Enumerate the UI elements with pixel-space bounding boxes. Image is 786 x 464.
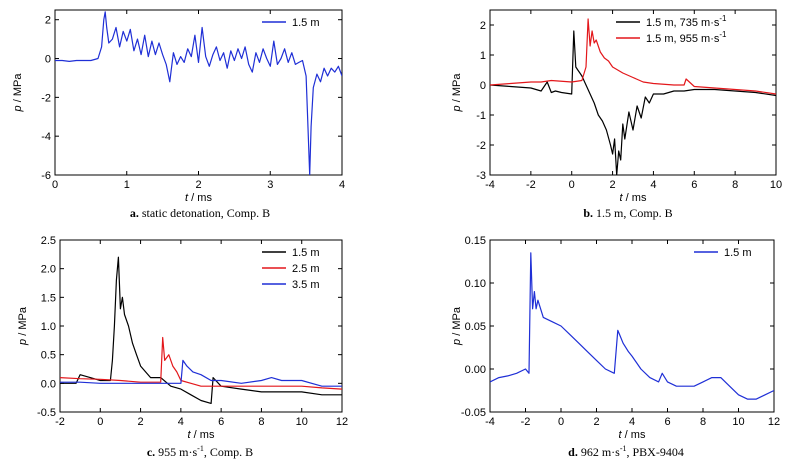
x-tick-label: 0: [52, 179, 58, 191]
y-tick-label: 0.00: [465, 364, 486, 376]
panel-caption: b. 1.5 m, Comp. B: [583, 206, 672, 220]
x-tick-label: 2: [593, 416, 599, 428]
y-tick-label: 2: [480, 20, 486, 32]
y-tick-label: -2: [476, 140, 486, 152]
x-tick-label: 2: [610, 179, 616, 191]
y-tick-label: 1.0: [41, 321, 56, 333]
y-tick-label: -0.05: [461, 407, 486, 419]
x-tick-label: 10: [770, 179, 782, 191]
x-tick-label: 6: [664, 416, 670, 428]
chart-panel-b: -4 -2 0 2 4 6 8 10 -3 -2 -1 0 1 2 t / ms p / MPa 1.5 m, …: [451, 9, 782, 220]
x-axis-title: t / ms: [185, 192, 212, 204]
y-tick-label: 0.0: [41, 378, 56, 390]
x-tick-label: -2: [526, 179, 536, 191]
y-tick-label: 0: [45, 54, 51, 66]
x-tick-label: 4: [629, 416, 635, 428]
x-tick-label: 8: [700, 416, 706, 428]
y-tick-label: -0.5: [37, 407, 56, 419]
y-tick-label: 1.5: [41, 292, 56, 304]
legend-label: 1.5 m: [292, 17, 320, 29]
x-tick-label: 8: [258, 416, 264, 428]
legend-label: 1.5 m: [724, 247, 752, 259]
x-tick-label: 0: [97, 416, 103, 428]
y-tick-label: 0.15: [465, 235, 486, 247]
series-line-1: [60, 256, 342, 404]
y-axis-title: p / MPa: [12, 73, 24, 113]
y-tick-label: 0.10: [465, 278, 486, 290]
y-tick-label: 0.05: [465, 321, 486, 333]
x-tick-label: 10: [296, 416, 308, 428]
panel-caption: a. static detonation, Comp. B: [130, 206, 270, 220]
series-line-3: [60, 359, 342, 387]
x-tick-label: -4: [485, 179, 495, 191]
chart-panel-d: -4 -2 0 2 4 6 8 10 12 -0.05 0.00 0.05 0.10 0.15 t / ms…: [451, 235, 780, 459]
x-tick-label: 6: [691, 179, 697, 191]
x-tick-label: 1: [124, 179, 130, 191]
panel-caption: d. 962 m·s-1, PBX-9404: [568, 444, 684, 459]
x-tick-label: 12: [768, 416, 780, 428]
y-tick-label: 2: [45, 15, 51, 27]
y-tick-label: 1: [480, 50, 486, 62]
x-tick-label: 6: [218, 416, 224, 428]
x-axis-title: t / ms: [619, 429, 646, 441]
x-tick-label: -4: [485, 416, 495, 428]
x-tick-label: 4: [339, 179, 345, 191]
series-line-2: [60, 336, 342, 390]
legend-label: 1.5 m, 735 m·s-1: [646, 14, 727, 29]
plot-frame: [489, 239, 775, 413]
x-tick-label: 10: [732, 416, 744, 428]
x-tick-label: 4: [178, 416, 184, 428]
x-tick-label: 0: [558, 416, 564, 428]
plot-frame: [54, 9, 343, 176]
legend-label: 2.5 m: [292, 263, 320, 275]
y-axis-title: p / MPa: [17, 306, 29, 346]
series-line-2: [490, 18, 776, 95]
y-tick-label: 0: [480, 80, 486, 92]
y-tick-label: -2: [41, 92, 51, 104]
x-tick-label: 3: [267, 179, 273, 191]
x-tick-label: 4: [650, 179, 656, 191]
y-tick-label: -1: [476, 110, 486, 122]
chart-panel-c: -2 0 2 4 6 8 10 12 -0.5 0.0 0.5 1.0 1.5 2.0 2.5 t / ms p…: [17, 235, 348, 459]
x-tick-label: 8: [732, 179, 738, 191]
y-tick-label: -4: [41, 131, 51, 143]
x-tick-label: 12: [336, 416, 348, 428]
legend-label: 1.5 m, 955 m·s-1: [646, 30, 727, 45]
series-line-1: [490, 252, 774, 400]
x-tick-label: 0: [569, 179, 575, 191]
y-tick-label: 0.5: [41, 350, 56, 362]
series-line-1: [490, 30, 776, 175]
x-tick-label: -2: [521, 416, 531, 428]
y-axis-title: p / MPa: [451, 306, 463, 346]
legend-label: 3.5 m: [292, 279, 320, 291]
y-tick-label: 2.0: [41, 264, 56, 276]
x-axis-title: t / ms: [620, 192, 647, 204]
x-tick-label: 2: [195, 179, 201, 191]
series-line-1: [55, 11, 342, 175]
x-axis-title: t / ms: [188, 429, 215, 441]
x-tick-label: -2: [55, 416, 65, 428]
plot-frame: [489, 9, 777, 176]
x-tick-label: 2: [138, 416, 144, 428]
y-tick-label: -3: [476, 170, 486, 182]
y-tick-label: 2.5: [41, 235, 56, 247]
y-tick-label: -6: [41, 170, 51, 182]
y-axis-title: p / MPa: [451, 73, 463, 113]
panel-caption: c. 955 m·s-1, Comp. B: [147, 444, 253, 459]
legend-label: 1.5 m: [292, 247, 320, 259]
